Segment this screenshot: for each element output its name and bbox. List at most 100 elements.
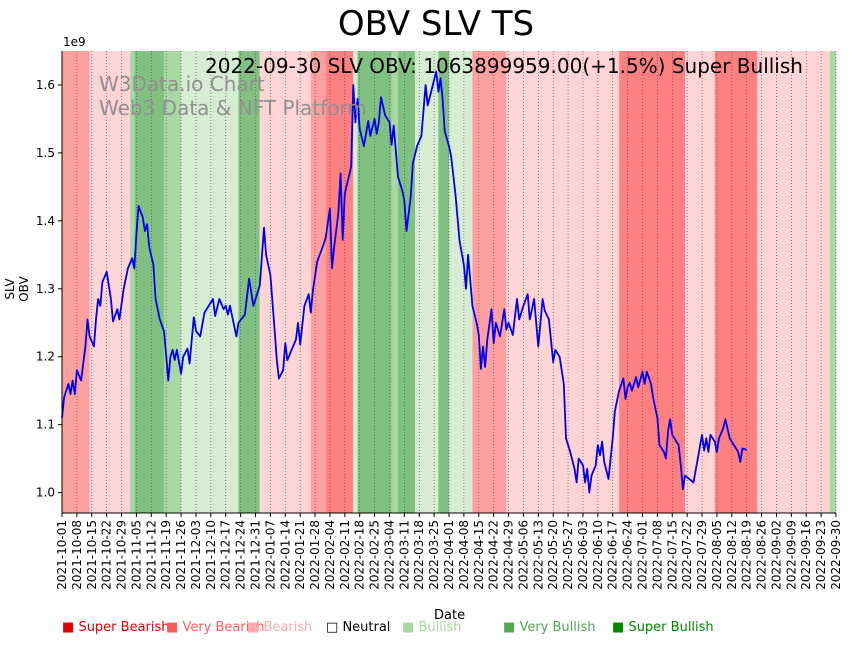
legend-swatch: □	[326, 620, 339, 635]
sentiment-band	[714, 51, 758, 513]
x-tick-label: 2022-03-18	[412, 520, 426, 590]
legend-item-super-bearish: ■ Super Bearish	[62, 620, 170, 635]
x-axis-ticks: 2021-10-01 2021-10-08 2021-10-15 2021-10-22…	[55, 513, 843, 590]
legend-item-very-bullish: ■ Very Bullish	[503, 620, 596, 635]
legend-swatch: ■	[503, 620, 516, 635]
legend: ■ Super Bearish ■ Very Bearish ■ Bearish…	[0, 620, 853, 640]
x-tick-label: 2022-03-25	[427, 520, 441, 590]
legend-swatch: ■	[166, 620, 179, 635]
x-tick-label: 2022-06-03	[576, 520, 590, 590]
x-tick-label: 2022-04-15	[472, 520, 486, 590]
y-tick-label: 1.3	[36, 282, 55, 296]
sentiment-band	[438, 51, 449, 513]
x-tick-label: 2022-07-08	[650, 520, 664, 590]
x-tick-label: 2022-07-29	[695, 520, 709, 590]
x-tick-label: 2022-03-11	[397, 520, 411, 590]
x-tick-label: 2022-02-25	[368, 520, 382, 590]
x-tick-label: 2022-02-11	[338, 520, 352, 590]
y-tick-label: 1.5	[36, 146, 55, 160]
x-tick-label: 2021-11-05	[129, 520, 143, 590]
legend-label: Very Bullish	[519, 620, 596, 635]
x-tick-label: 2022-05-13	[531, 520, 545, 590]
x-tick-label: 2022-01-14	[278, 520, 292, 590]
x-tick-label: 2022-07-22	[680, 520, 694, 590]
watermark-line-2: Web3 Data & NFT Platform	[99, 96, 367, 120]
sentiment-band	[506, 51, 620, 513]
sentiment-band	[829, 51, 836, 513]
y-tick-label: 1.2	[36, 350, 55, 364]
sentiment-band	[310, 51, 326, 513]
sentiment-band	[134, 51, 165, 513]
x-tick-label: 2022-09-30	[829, 520, 843, 590]
x-tick-label: 2022-02-04	[323, 520, 337, 590]
sentiment-band	[62, 51, 90, 513]
y-exponent-label: 1e9	[63, 35, 86, 49]
x-tick-label: 2022-04-22	[487, 520, 501, 590]
x-tick-label: 2022-09-09	[784, 520, 798, 590]
x-tick-label: 2022-08-05	[710, 520, 724, 590]
x-tick-label: 2022-09-02	[769, 520, 783, 590]
y-tick-label: 1.4	[36, 214, 55, 228]
legend-label: Very Bearish	[182, 620, 265, 635]
x-tick-label: 2022-04-29	[502, 520, 516, 590]
legend-label: Super Bullish	[628, 620, 714, 635]
sentiment-band	[449, 51, 473, 513]
legend-swatch: ■	[612, 620, 625, 635]
obv-series-line	[61, 70, 747, 494]
legend-item-bullish: ■ Bullish	[402, 620, 461, 635]
y-axis-ticks: 1.0 1.1 1.2 1.3 1.4 1.5 1.6	[36, 78, 62, 500]
x-tick-label: 2022-05-27	[561, 520, 575, 590]
x-tick-label: 2021-12-31	[249, 520, 263, 590]
latest-value-annotation: 2022-09-30 SLV OBV: 1063899959.00(+1.5%)…	[205, 54, 803, 78]
x-tick-label: 2021-12-03	[189, 520, 203, 590]
x-axis-label: Date	[434, 608, 466, 623]
x-tick-label: 2022-06-10	[591, 520, 605, 590]
x-tick-label: 2021-10-01	[55, 520, 69, 590]
sentiment-band	[325, 51, 354, 513]
sentiment-bands	[62, 51, 836, 513]
y-axis-label: SLV OBV	[3, 276, 31, 302]
x-tick-label: 2021-10-08	[70, 520, 84, 590]
x-tick-label: 2021-12-17	[219, 520, 233, 590]
chart-title: OBV SLV TS	[337, 4, 535, 44]
sentiment-band	[757, 51, 830, 513]
y-tick-label: 1.1	[36, 418, 55, 432]
sentiment-band	[391, 51, 398, 513]
x-tick-label: 2022-08-12	[725, 520, 739, 590]
legend-swatch: ■	[247, 620, 260, 635]
legend-item-bearish: ■ Bearish	[247, 620, 312, 635]
x-tick-label: 2022-04-01	[442, 520, 456, 590]
x-tick-label: 2022-05-20	[546, 520, 560, 590]
x-tick-label: 2022-01-07	[263, 520, 277, 590]
sentiment-band	[89, 51, 131, 513]
x-tick-label: 2022-07-15	[665, 520, 679, 590]
watermark-line-1: W3Data.io Chart	[99, 72, 265, 96]
x-tick-label: 2022-09-23	[814, 520, 828, 590]
y-tick-label: 1.6	[36, 78, 55, 92]
legend-label: Super Bearish	[78, 620, 170, 635]
x-tick-label: 2022-03-04	[382, 520, 396, 590]
legend-label: Neutral	[342, 620, 391, 635]
sentiment-band	[164, 51, 182, 513]
x-tick-label: 2021-10-29	[115, 520, 129, 590]
x-tick-label: 2021-12-24	[234, 520, 248, 590]
sentiment-band	[414, 51, 439, 513]
sentiment-band	[397, 51, 415, 513]
x-tick-label: 2022-07-01	[636, 520, 650, 590]
legend-item-super-bullish: ■ Super Bullish	[612, 620, 714, 635]
sentiment-band	[472, 51, 507, 513]
legend-item-neutral: □ Neutral	[326, 620, 390, 635]
x-tick-label: 2022-08-26	[755, 520, 769, 590]
x-tick-label: 2022-02-18	[353, 520, 367, 590]
sentiment-band	[181, 51, 239, 513]
x-tick-label: 2021-11-19	[159, 520, 173, 590]
sentiment-band	[130, 51, 135, 513]
x-tick-label: 2022-05-06	[516, 520, 530, 590]
x-tick-label: 2022-06-17	[606, 520, 620, 590]
x-tick-label: 2021-11-26	[174, 520, 188, 590]
x-tick-label: 2021-11-12	[144, 520, 158, 590]
x-tick-label: 2021-12-10	[204, 520, 218, 590]
sentiment-band	[353, 51, 358, 513]
y-tick-label: 1.0	[36, 486, 55, 500]
